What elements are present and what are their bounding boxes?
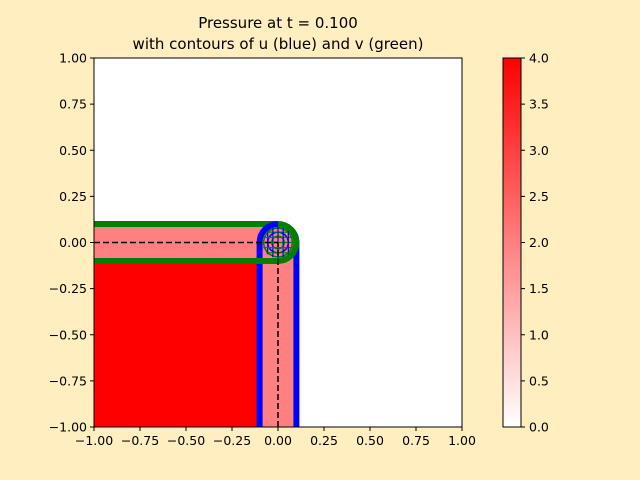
x-tick-label: 0.00: [264, 433, 292, 448]
y-tick-label: 0.00: [59, 235, 87, 250]
x-tick-label: 0.25: [310, 433, 338, 448]
x-tick-label: −0.50: [167, 433, 205, 448]
x-tick-label: −0.25: [213, 433, 251, 448]
colorbar-axis: 4.0 3.5 3.0 2.5 2.0 1.5 1.0 0.5 0.0: [521, 51, 549, 435]
colorbar-tick-label: 1.0: [529, 327, 549, 342]
colorbar-tick-label: 3.0: [529, 143, 549, 158]
colorbar-tick-label: 0.0: [529, 420, 549, 435]
x-tick-label: 0.75: [402, 433, 430, 448]
x-axis: −1.00 −0.75 −0.50 −0.25 0.00 0.25 0.50 0.75 1.00: [75, 427, 476, 448]
chart-title-line2: with contours of u (blue) and v (green): [133, 35, 424, 53]
y-tick-label: −0.50: [49, 327, 87, 342]
y-axis: 1.00 0.75 0.50 0.25 0.00 −0.25 −0.50 −0.75 −1.00: [49, 51, 94, 435]
colorbar-tick-label: 2.5: [529, 189, 549, 204]
x-tick-label: −1.00: [75, 433, 113, 448]
colorbar-tick-label: 0.5: [529, 373, 549, 388]
y-tick-label: −0.75: [49, 373, 87, 388]
y-tick-label: 0.25: [59, 189, 87, 204]
pressure-region-quadrant: [94, 260, 260, 427]
x-tick-label: 1.00: [448, 433, 476, 448]
y-tick-label: 0.75: [59, 97, 87, 112]
y-tick-label: −0.25: [49, 281, 87, 296]
colorbar: [502, 57, 522, 428]
y-tick-label: 0.50: [59, 143, 87, 158]
colorbar-tick-label: 4.0: [529, 51, 549, 66]
y-tick-label: 1.00: [59, 51, 87, 66]
colorbar-tick-label: 3.5: [529, 97, 549, 112]
chart-title-line1: Pressure at t = 0.100: [198, 14, 358, 32]
x-tick-label: 0.50: [356, 433, 384, 448]
v-contour-ring: [277, 221, 300, 264]
colorbar-tick-label: 1.5: [529, 281, 549, 296]
y-tick-label: −1.00: [49, 420, 87, 435]
x-tick-label: −0.75: [121, 433, 159, 448]
colorbar-tick-label: 2.0: [529, 235, 549, 250]
